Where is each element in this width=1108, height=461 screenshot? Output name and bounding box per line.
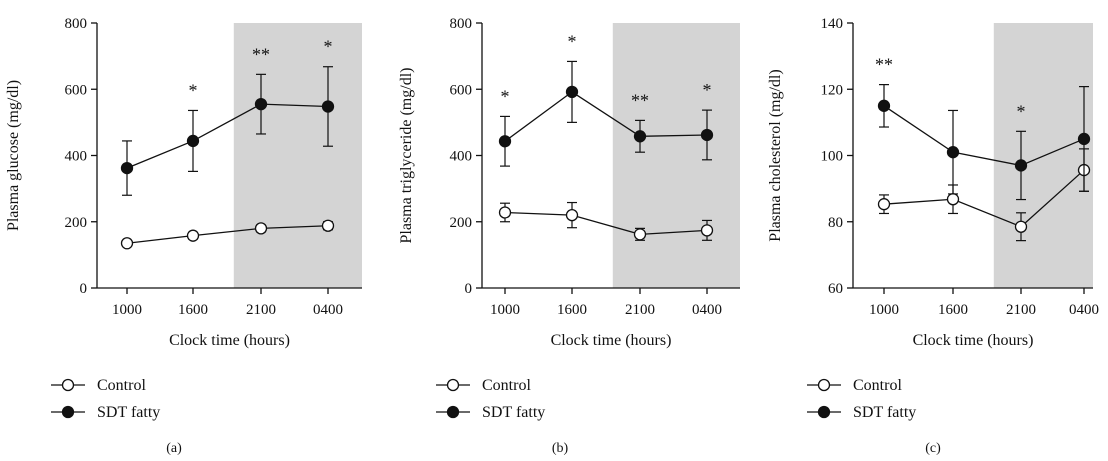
data-point-control [321,219,335,232]
data-point-control [700,224,714,237]
legend-marker-control [817,378,831,392]
x-tick-label: 1600 [557,302,587,318]
x-tick-label: 2100 [246,302,276,318]
series-line-sdt-fatty [126,103,329,169]
y-tick-label: 200 [65,215,88,231]
significance-marker: * [324,37,333,57]
x-tick-label: 0400 [313,302,343,318]
y-tick-label: 400 [450,149,473,165]
significance-marker: ** [875,55,893,75]
y-tick-label: 800 [65,16,88,32]
significance-marker: * [501,86,510,106]
data-point-control [186,229,200,242]
data-point-sdt-fatty [1014,159,1028,172]
data-point-sdt-fatty [120,161,134,175]
panel-label: (b) [552,441,569,456]
legend-marker-sdt-fatty [61,405,75,419]
significance-marker: ** [631,90,649,110]
data-point-sdt-fatty [254,98,268,111]
y-tick-label: 140 [821,16,844,32]
legend-label-control: Control [97,377,146,394]
data-point-control [254,222,268,235]
y-tick-label: 400 [65,149,88,165]
data-point-control [565,208,579,222]
data-point-control [1014,220,1028,233]
x-tick-label: 0400 [692,302,722,318]
legend-label-control: Control [482,377,531,394]
data-point-sdt-fatty [1077,132,1091,146]
y-tick-label: 80 [828,215,843,231]
legend-label-sdt-fatty: SDT fatty [97,404,160,421]
legend-label-control: Control [853,377,902,394]
panel-label: (a) [166,441,182,456]
significance-marker: * [189,80,198,100]
shaded-region [612,23,740,288]
data-point-sdt-fatty [565,85,579,99]
panel-b: 0 200 400 600 800 1000 1600 2100 0400 Clock time … [398,16,740,456]
data-point-control [946,193,960,206]
series-line-sdt-fatty [883,105,1085,167]
y-tick-label: 100 [821,149,844,165]
legend-marker-sdt-fatty [446,405,460,419]
x-tick-label: 1000 [869,302,899,318]
data-point-control [498,206,512,219]
data-point-control [120,237,134,250]
x-axis-label: Clock time (hours) [169,332,290,349]
data-point-sdt-fatty [877,99,891,112]
y-tick-label: 0 [465,281,473,297]
panel-c: 60 80 100 120 140 1000 1600 2100 0400 Clock time … [767,16,1099,456]
x-tick-label: 1600 [178,302,208,318]
y-axis-label: Plasma glucose (mg/dl) [5,80,22,231]
y-tick-label: 600 [450,82,473,98]
legend-marker-control [61,378,75,392]
data-point-sdt-fatty [186,134,200,148]
series-line-control [504,211,708,235]
y-axis-label: Plasma triglyceride (mg/dl) [398,68,415,244]
y-tick-label: 200 [450,215,473,231]
x-tick-label: 0400 [1069,302,1099,318]
data-point-control [633,228,647,241]
significance-marker: * [703,80,712,100]
legend-marker-sdt-fatty [817,405,831,419]
significance-marker: * [568,31,577,51]
x-tick-label: 2100 [1006,302,1036,318]
significance-marker: * [1017,101,1026,121]
y-tick-label: 600 [65,82,88,98]
data-point-control [877,198,891,211]
x-tick-label: 1000 [112,302,142,318]
significance-marker: ** [252,44,270,64]
legend-label-sdt-fatty: SDT fatty [482,404,545,421]
y-tick-label: 800 [450,16,473,32]
x-tick-label: 1000 [490,302,520,318]
data-point-sdt-fatty [700,128,714,142]
y-tick-label: 120 [821,82,844,98]
series-line-sdt-fatty [504,91,708,142]
data-point-sdt-fatty [498,135,512,148]
x-axis-label: Clock time (hours) [551,332,672,349]
y-axis-label: Plasma cholesterol (mg/dl) [767,69,784,241]
x-tick-label: 2100 [625,302,655,318]
data-point-sdt-fatty [321,100,335,113]
data-point-sdt-fatty [633,130,647,143]
y-tick-label: 60 [828,281,843,297]
shaded-region [233,23,362,288]
y-tick-label: 0 [80,281,88,297]
panel-label: (c) [925,441,941,456]
series-line-control [126,225,329,244]
data-point-sdt-fatty [946,146,960,159]
series-line-control [883,169,1085,228]
legend-label-sdt-fatty: SDT fatty [853,404,916,421]
panel-a: 0 200 400 600 800 1000 1600 2100 0400 Clock time … [5,16,362,456]
x-axis-label: Clock time (hours) [913,332,1034,349]
x-tick-label: 1600 [938,302,968,318]
legend-marker-control [446,378,460,392]
